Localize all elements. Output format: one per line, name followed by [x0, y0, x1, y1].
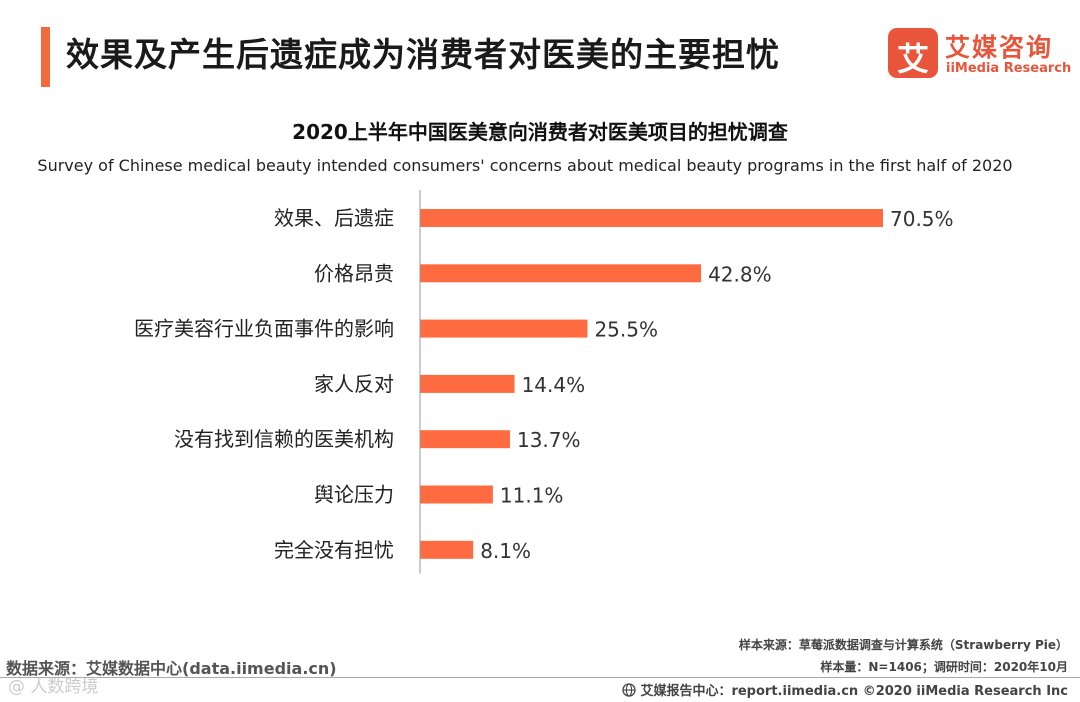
concerns-bar-chart: 效果、后遗症 70.5% 价格昂贵 42.8% 医疗美容行业负面事件的影响 25.5% 家人…: [134, 190, 954, 574]
bar: [420, 485, 493, 504]
bar: [420, 430, 510, 449]
category-label: 医疗美容行业负面事件的影响: [134, 317, 394, 341]
logo-mark-text: 艾: [896, 40, 929, 78]
logo-name-en: iiMedia Research: [946, 61, 1072, 76]
footer-divider: [0, 677, 1080, 678]
category-label: 舆论压力: [314, 483, 394, 507]
sample-size: 样本量：N=1406；调研时间：2020年10月: [820, 660, 1068, 674]
bar: [420, 319, 588, 338]
report-center: 艾媒报告中心：report.iimedia.cn ©2020 iiMedia R…: [622, 680, 1068, 699]
report-center-text: 艾媒报告中心：report.iimedia.cn ©2020 iiMedia R…: [640, 684, 1068, 699]
value-label: 13.7%: [517, 428, 581, 452]
bar: [420, 209, 883, 227]
logo-mark-icon: 艾: [888, 28, 938, 78]
chart-title: 2020上半年中国医美意向消费者对医美项目的担忧调查: [292, 120, 788, 144]
title-accent-bar: [41, 27, 50, 87]
chart-subtitle: Survey of Chinese medical beauty intende…: [37, 156, 1013, 175]
globe-icon: [622, 682, 637, 697]
bar: [420, 374, 515, 393]
iimedia-logo: 艾 艾媒咨询 iiMedia Research: [888, 28, 1072, 84]
value-label: 11.1%: [500, 484, 564, 508]
category-label: 完全没有担忧: [274, 538, 394, 562]
value-label: 8.1%: [480, 539, 531, 563]
sample-source: 样本来源：草莓派数据调查与计算系统（Strawberry Pie）: [738, 638, 1068, 652]
value-label: 70.5%: [890, 207, 954, 231]
data-source: 数据来源：艾媒数据中心(data.iimedia.cn): [6, 659, 337, 678]
category-label: 效果、后遗症: [274, 206, 394, 230]
bar: [420, 264, 702, 283]
bar: [420, 540, 474, 559]
value-label: 42.8%: [708, 262, 772, 286]
page-title: 效果及产生后遗症成为消费者对医美的主要担忧: [66, 35, 780, 74]
logo-name-cn: 艾媒咨询: [945, 33, 1054, 62]
category-label: 没有找到信赖的医美机构: [174, 427, 394, 451]
category-label: 家人反对: [314, 372, 394, 396]
watermark-text: @ 人数跨境: [8, 677, 99, 697]
value-label: 25.5%: [594, 318, 658, 342]
value-label: 14.4%: [522, 373, 586, 397]
category-label: 价格昂贵: [314, 261, 394, 285]
